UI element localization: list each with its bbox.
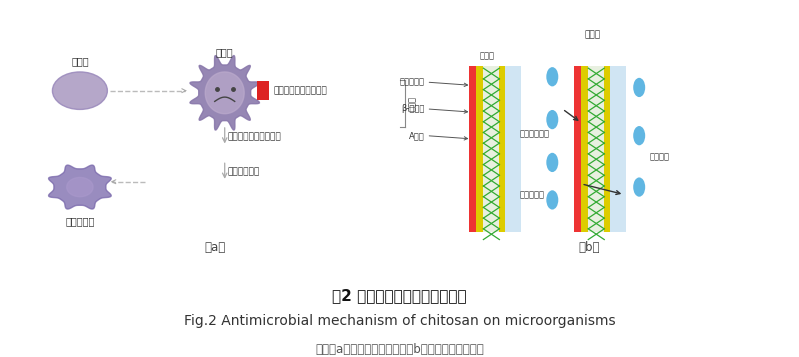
Bar — [499, 66, 506, 232]
Polygon shape — [190, 56, 260, 130]
Bar — [582, 66, 588, 232]
Ellipse shape — [547, 190, 559, 210]
Text: A工素: A工素 — [409, 131, 424, 140]
Text: 细胞壁: 细胞壁 — [480, 52, 495, 61]
Bar — [574, 66, 582, 232]
Text: 壳聚糖: 壳聚糖 — [71, 56, 89, 66]
Text: 破坏细胞膜: 破坏细胞膜 — [519, 190, 544, 199]
Bar — [604, 66, 610, 232]
Text: 微生物死亡: 微生物死亡 — [66, 216, 94, 226]
Text: 细胞壁: 细胞壁 — [407, 96, 416, 111]
Bar — [483, 66, 499, 232]
Text: （b）: （b） — [578, 241, 600, 253]
Text: （a）: （a） — [204, 241, 225, 253]
Text: 与膜组分结合: 与膜组分结合 — [519, 129, 550, 138]
Text: 细胞死亡: 细胞死亡 — [649, 152, 670, 162]
Bar — [256, 81, 268, 100]
Bar — [588, 66, 604, 232]
Text: 甘露糖蛋白: 甘露糖蛋白 — [400, 77, 424, 87]
Polygon shape — [49, 165, 111, 209]
Ellipse shape — [53, 72, 107, 109]
Text: 注：（a）对细菌的抑菌机制（b）对真菌的抑菌机制: 注：（a）对细菌的抑菌机制（b）对真菌的抑菌机制 — [315, 343, 484, 356]
Ellipse shape — [547, 153, 559, 172]
Text: 壳聚糖导致肽聚糖裂解: 壳聚糖导致肽聚糖裂解 — [228, 132, 281, 141]
Ellipse shape — [634, 126, 646, 145]
Ellipse shape — [634, 78, 646, 97]
Polygon shape — [205, 72, 244, 114]
Polygon shape — [67, 177, 93, 197]
Text: 壳聚糖: 壳聚糖 — [584, 30, 600, 39]
Text: 电解质的渗漏: 电解质的渗漏 — [228, 167, 260, 177]
Ellipse shape — [547, 67, 559, 86]
Text: β-葡聚糖: β-葡聚糖 — [401, 104, 424, 114]
Ellipse shape — [547, 110, 559, 129]
Bar — [596, 66, 626, 232]
Text: 微生物: 微生物 — [216, 47, 233, 57]
Bar — [476, 66, 483, 232]
Ellipse shape — [634, 177, 646, 197]
Bar — [470, 66, 476, 232]
Text: 肽聚糖（细胞壁成分）: 肽聚糖（细胞壁成分） — [273, 86, 328, 95]
Bar — [491, 66, 521, 232]
Text: Fig.2 Antimicrobial mechanism of chitosan on microorganisms: Fig.2 Antimicrobial mechanism of chitosa… — [184, 314, 615, 328]
Text: 图2 壳聚糖对微生物的抑菌机理: 图2 壳聚糖对微生物的抑菌机理 — [332, 288, 467, 303]
